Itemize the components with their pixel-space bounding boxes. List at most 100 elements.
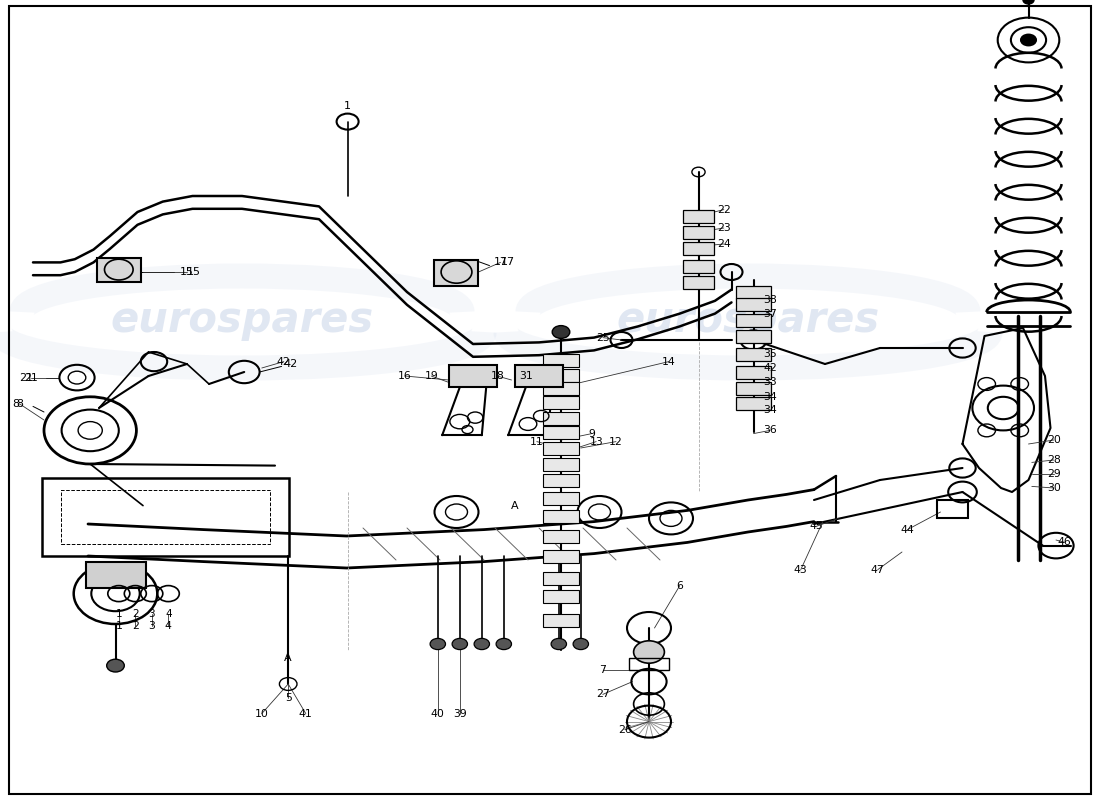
Circle shape [573, 638, 588, 650]
Bar [543, 354, 579, 367]
Text: 21: 21 [24, 373, 37, 382]
Text: 11: 11 [530, 437, 543, 446]
Text: 4: 4 [165, 610, 172, 619]
Bar [736, 330, 771, 343]
Text: 44: 44 [901, 525, 914, 534]
Text: 42: 42 [763, 363, 777, 373]
Bar [736, 397, 771, 410]
Circle shape [452, 638, 468, 650]
Text: 1: 1 [344, 101, 351, 110]
Text: 26: 26 [618, 725, 631, 734]
Text: 30: 30 [1047, 483, 1060, 493]
Text: 2: 2 [132, 621, 139, 630]
Text: 42: 42 [277, 357, 290, 366]
Text: 40: 40 [431, 709, 444, 718]
Bar [515, 365, 563, 387]
Text: 15: 15 [187, 267, 201, 277]
Text: 3: 3 [148, 610, 155, 619]
Bar [449, 365, 497, 387]
Text: 39: 39 [453, 709, 466, 718]
Bar [629, 658, 669, 670]
Text: 42: 42 [284, 359, 298, 369]
Bar [543, 369, 579, 382]
Bar [736, 314, 771, 327]
Text: 14: 14 [662, 357, 675, 366]
Bar [434, 260, 478, 286]
Text: 18: 18 [491, 371, 504, 381]
Text: 8: 8 [16, 399, 23, 409]
Text: 35: 35 [763, 349, 777, 358]
Text: 36: 36 [763, 426, 777, 435]
Bar [543, 590, 579, 603]
Text: 10: 10 [255, 709, 268, 718]
Text: 17: 17 [500, 258, 515, 267]
Text: eurospares: eurospares [616, 299, 880, 341]
Text: 27: 27 [596, 690, 609, 699]
Bar [543, 550, 579, 563]
Text: 15: 15 [180, 267, 194, 277]
Text: 43: 43 [794, 565, 807, 574]
Text: 5: 5 [285, 693, 292, 702]
Bar [543, 426, 579, 439]
Text: 3: 3 [148, 621, 155, 630]
Text: 1: 1 [116, 610, 122, 619]
Bar [543, 530, 579, 543]
Text: 22: 22 [717, 205, 730, 214]
Text: 19: 19 [425, 371, 438, 381]
Text: 25: 25 [596, 333, 609, 342]
Text: 24: 24 [717, 239, 730, 249]
Circle shape [552, 326, 570, 338]
Bar [543, 442, 579, 455]
Text: 34: 34 [763, 405, 777, 414]
Bar [683, 226, 714, 239]
Text: eurospares: eurospares [110, 299, 374, 341]
Bar [683, 242, 714, 255]
Bar [683, 276, 714, 289]
Bar [736, 298, 771, 311]
Text: 7: 7 [600, 666, 606, 675]
Text: 17: 17 [494, 258, 507, 267]
Text: 4: 4 [165, 621, 172, 630]
Bar [543, 492, 579, 505]
Circle shape [1021, 34, 1036, 46]
Bar [543, 396, 579, 409]
Text: 31: 31 [519, 371, 532, 381]
Text: 2: 2 [132, 610, 139, 619]
Bar [42, 478, 289, 556]
Text: 21: 21 [19, 373, 33, 382]
Text: 47: 47 [871, 565, 884, 574]
Text: 12: 12 [609, 437, 623, 446]
Text: 34: 34 [763, 392, 777, 402]
Circle shape [474, 638, 490, 650]
Text: A: A [285, 653, 292, 662]
Text: 41: 41 [299, 709, 312, 718]
Circle shape [430, 638, 446, 650]
Text: 38: 38 [763, 295, 777, 305]
Text: 29: 29 [1047, 469, 1060, 478]
Bar [543, 474, 579, 487]
Bar [60, 490, 270, 544]
Text: 28: 28 [1047, 455, 1060, 465]
Bar [86, 562, 146, 588]
Text: 9: 9 [588, 429, 595, 438]
Circle shape [107, 659, 124, 672]
Text: 13: 13 [590, 437, 603, 446]
Circle shape [496, 638, 512, 650]
Text: 8: 8 [13, 399, 20, 409]
Circle shape [551, 638, 566, 650]
Bar [683, 260, 714, 273]
Text: 1: 1 [116, 621, 122, 630]
Bar [736, 366, 771, 379]
Circle shape [634, 641, 664, 663]
Text: 23: 23 [717, 223, 730, 233]
Text: 33: 33 [763, 378, 777, 387]
Text: A: A [512, 501, 518, 510]
Circle shape [1023, 0, 1034, 4]
Text: 37: 37 [763, 309, 777, 318]
Text: 20: 20 [1047, 435, 1060, 445]
Text: 16: 16 [398, 371, 411, 381]
Bar [736, 348, 771, 361]
Bar [736, 286, 771, 299]
Bar [543, 614, 579, 627]
Bar [543, 510, 579, 523]
